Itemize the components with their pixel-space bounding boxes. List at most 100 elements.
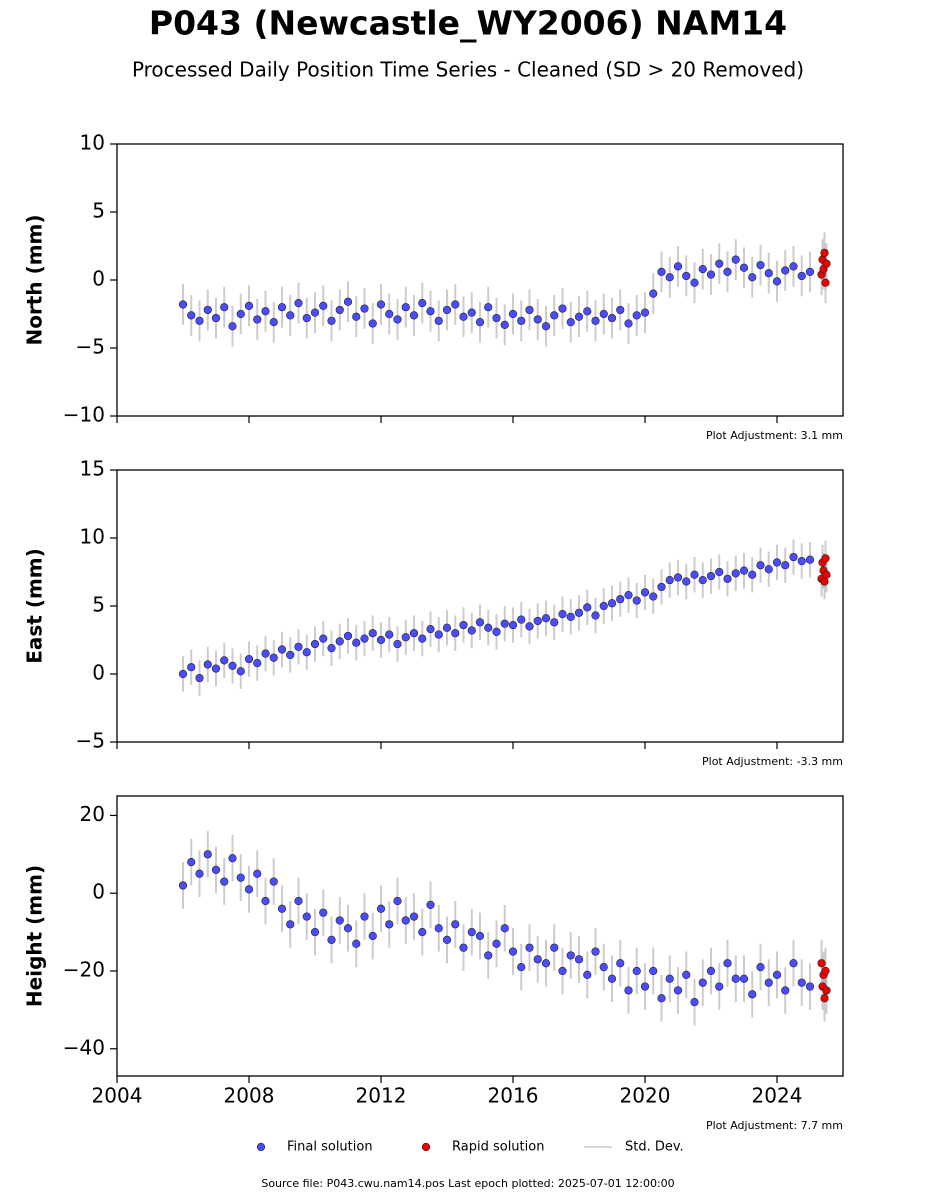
point [657, 267, 666, 276]
point [475, 318, 485, 327]
point [277, 303, 287, 312]
point [203, 305, 212, 315]
point [508, 620, 518, 630]
point [616, 959, 625, 968]
point [508, 309, 518, 319]
point [220, 656, 229, 665]
plot-area [178, 831, 831, 1026]
point [591, 947, 600, 956]
point [797, 557, 806, 566]
annotation: Plot Adjustment: -3.3 mm [702, 755, 843, 768]
point [376, 300, 386, 309]
point [178, 881, 188, 890]
point [772, 970, 782, 979]
point [591, 316, 600, 325]
point [698, 978, 707, 987]
point [352, 939, 361, 948]
point [492, 313, 501, 323]
point [607, 974, 617, 983]
point [269, 877, 278, 886]
point [302, 313, 311, 323]
point [319, 301, 328, 310]
point [723, 574, 732, 583]
y-tick-label: −20 [63, 958, 105, 982]
point [335, 916, 344, 925]
point [739, 974, 749, 983]
point [817, 959, 826, 968]
point [550, 618, 559, 627]
point [558, 304, 567, 313]
point [739, 566, 749, 575]
point [302, 648, 311, 657]
point [467, 928, 476, 937]
point [434, 316, 443, 325]
point [781, 561, 790, 570]
point [228, 854, 237, 863]
point [715, 567, 724, 577]
point [368, 931, 377, 941]
point [640, 982, 650, 991]
point [517, 316, 526, 325]
point [591, 611, 600, 620]
point [822, 259, 831, 268]
point [772, 277, 782, 286]
point [533, 315, 542, 324]
point [187, 858, 196, 867]
point [500, 320, 509, 329]
point [665, 576, 674, 585]
point [418, 299, 427, 308]
point [558, 966, 567, 976]
point [467, 308, 476, 317]
y-axis-label: East (mm) [23, 548, 47, 664]
point [294, 896, 303, 906]
point [550, 943, 559, 952]
y-tick-label: 5 [92, 199, 105, 223]
point [352, 312, 361, 321]
point [343, 631, 353, 641]
point [640, 588, 650, 597]
y-tick-label: −5 [76, 335, 105, 359]
point [616, 305, 625, 315]
point [327, 935, 336, 944]
point [459, 312, 468, 321]
point [624, 986, 633, 995]
point [426, 625, 435, 634]
point [731, 255, 740, 264]
point [789, 552, 798, 562]
point [821, 966, 830, 976]
point [624, 319, 633, 328]
point [385, 309, 394, 319]
point [228, 661, 237, 670]
point [211, 664, 221, 673]
x-tick-label: 2020 [620, 1084, 671, 1108]
std-dev-bars [182, 539, 828, 696]
source: Source file: P043.cwu.nam14.pos Last epo… [261, 1177, 674, 1190]
y-tick-label: 15 [80, 457, 105, 481]
x-tick-label: 2004 [92, 1084, 143, 1108]
point [820, 577, 829, 586]
point [376, 904, 386, 913]
y-tick-label: 5 [92, 593, 105, 617]
point [393, 896, 402, 906]
point [789, 959, 798, 968]
point [599, 963, 608, 972]
point [550, 311, 559, 320]
point [690, 570, 699, 579]
y-tick-label: 0 [92, 880, 105, 904]
point [649, 966, 658, 976]
point [368, 319, 377, 328]
point [731, 974, 740, 983]
title: P043 (Newcastle_WY2006) NAM14 [149, 4, 787, 43]
point [459, 620, 468, 630]
point [376, 635, 386, 645]
y-tick-label: −10 [63, 403, 105, 427]
point [731, 569, 740, 578]
point [327, 644, 336, 653]
plot-frame [116, 795, 844, 1077]
plot-frame [116, 469, 844, 743]
point [583, 970, 592, 979]
point [459, 943, 468, 952]
point [649, 592, 658, 601]
point [343, 297, 353, 306]
